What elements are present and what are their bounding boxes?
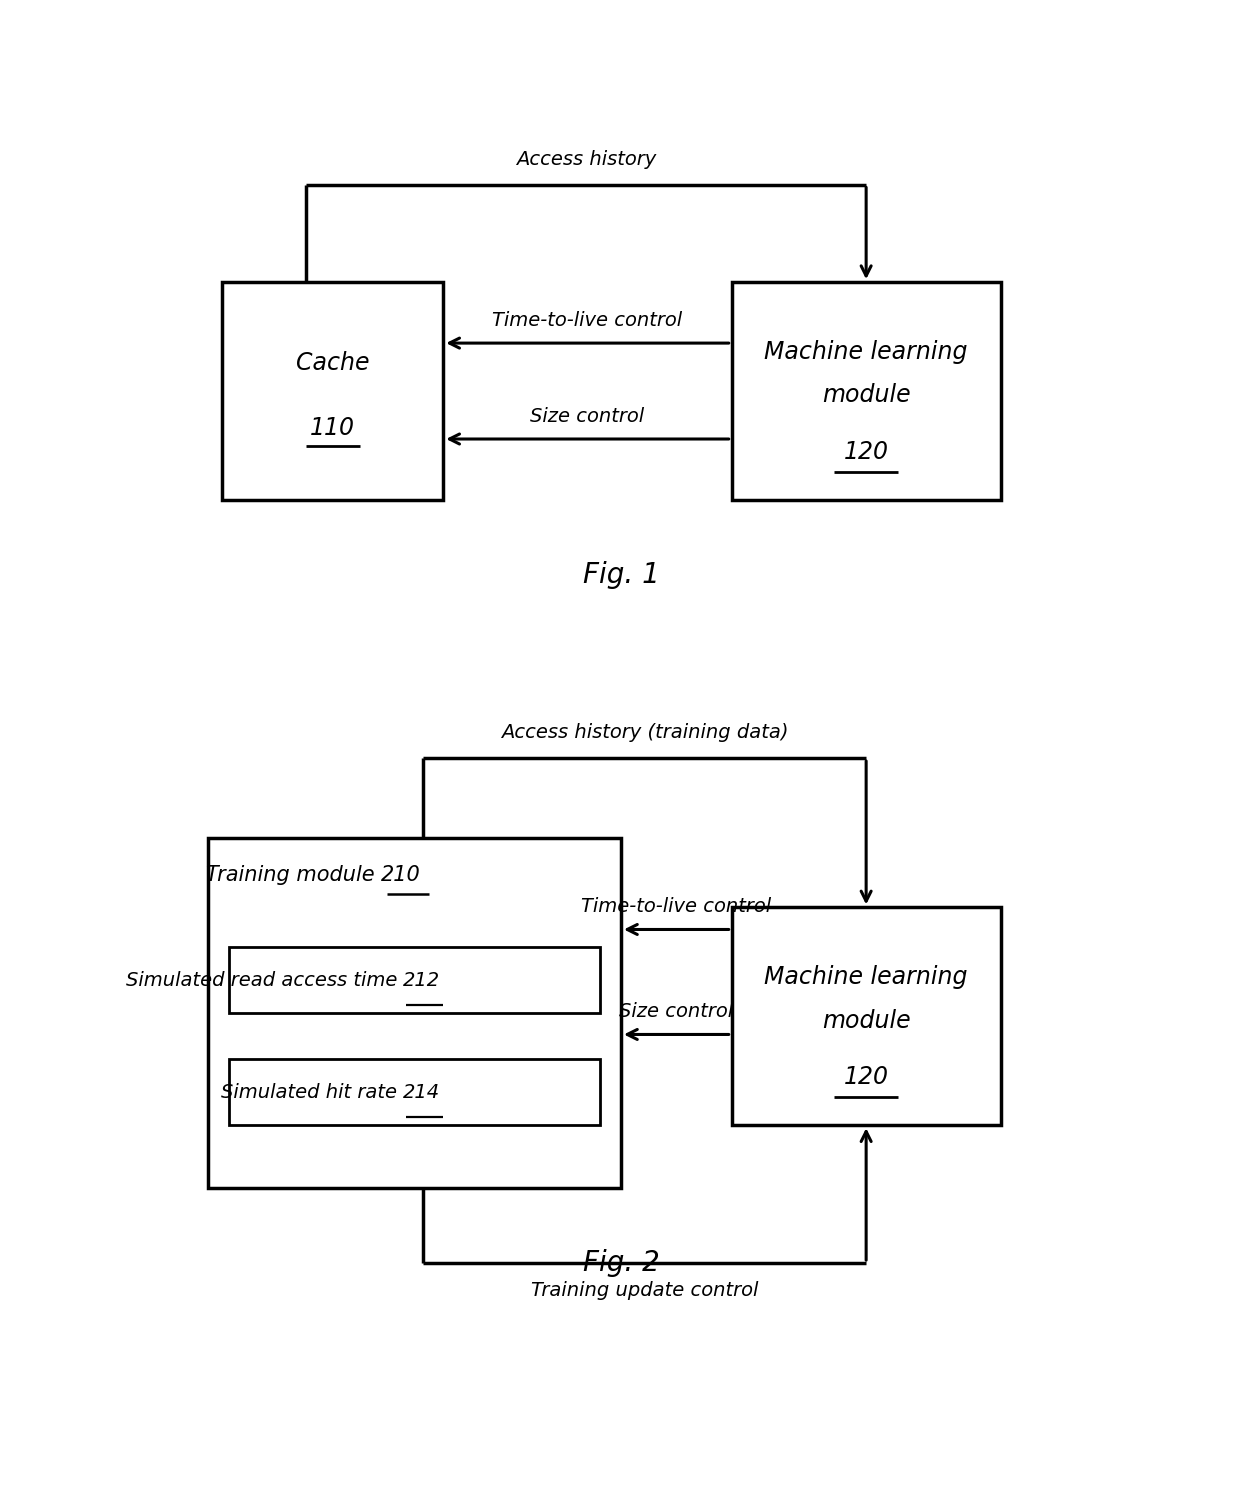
Text: 210: 210 bbox=[382, 866, 422, 885]
Text: module: module bbox=[822, 383, 910, 407]
Bar bbox=[208, 839, 621, 1189]
Text: Training update control: Training update control bbox=[531, 1281, 758, 1301]
Bar bbox=[229, 948, 600, 1013]
Text: Size control: Size control bbox=[531, 407, 645, 426]
Text: Size control: Size control bbox=[619, 1001, 733, 1021]
Text: Machine learning: Machine learning bbox=[764, 966, 968, 989]
Text: Machine learning: Machine learning bbox=[764, 340, 968, 364]
Text: module: module bbox=[822, 1009, 910, 1033]
Text: Simulated read access time: Simulated read access time bbox=[125, 970, 403, 989]
Bar bbox=[732, 907, 1001, 1125]
Text: 120: 120 bbox=[843, 1065, 889, 1089]
Text: Access history: Access history bbox=[516, 150, 656, 168]
Bar bbox=[732, 282, 1001, 501]
Text: Training module: Training module bbox=[206, 866, 382, 885]
Text: Simulated hit rate: Simulated hit rate bbox=[221, 1083, 403, 1101]
Text: Access history (training data): Access history (training data) bbox=[501, 724, 789, 742]
Text: Time-to-live control: Time-to-live control bbox=[492, 310, 682, 329]
Text: Time-to-live control: Time-to-live control bbox=[582, 897, 771, 916]
Text: Cache: Cache bbox=[296, 350, 370, 374]
Text: Fig. 1: Fig. 1 bbox=[583, 560, 660, 589]
Text: 214: 214 bbox=[403, 1083, 440, 1101]
Text: Fig. 2: Fig. 2 bbox=[583, 1249, 660, 1277]
Text: 212: 212 bbox=[403, 970, 440, 989]
Text: 120: 120 bbox=[843, 440, 889, 463]
Bar bbox=[229, 1059, 600, 1125]
Bar bbox=[222, 282, 444, 501]
Text: 110: 110 bbox=[310, 416, 356, 440]
